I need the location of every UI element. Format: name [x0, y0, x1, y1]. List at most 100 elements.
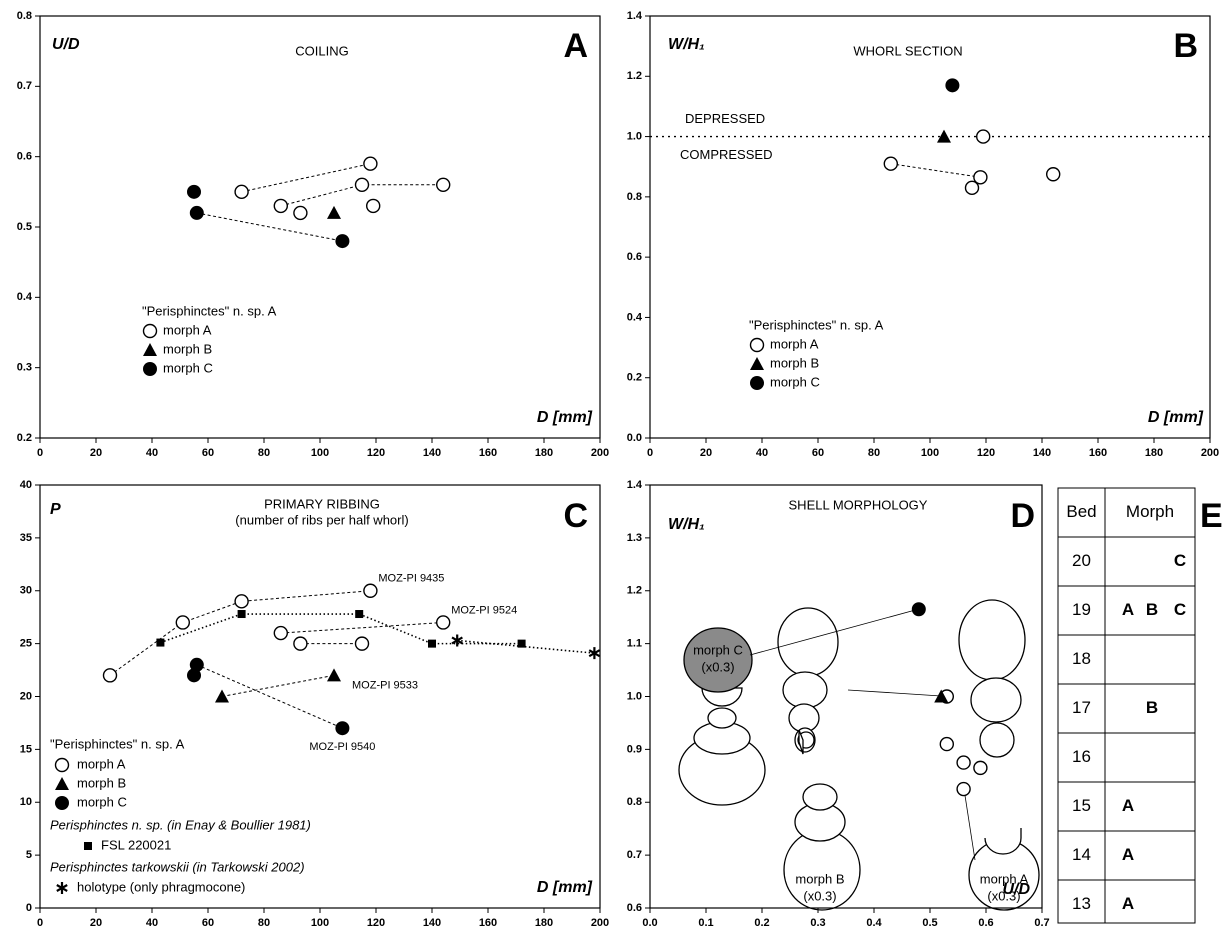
series-line: [891, 164, 1053, 178]
legend-marker: [751, 339, 764, 352]
morph-cell: B: [1146, 600, 1158, 619]
y-tick-label: 5: [26, 849, 32, 861]
drawing-label: (x0.3): [803, 888, 836, 903]
y-tick-label: 0.4: [17, 291, 33, 303]
x-axis-label: D [mm]: [1148, 409, 1204, 426]
legend-label: morph C: [77, 794, 127, 809]
legend-marker: [750, 376, 764, 390]
y-tick-label: 0.5: [17, 221, 32, 233]
x-tick-label: 0.7: [1034, 917, 1049, 929]
x-tick-label: 0: [647, 447, 653, 459]
series-line: [197, 213, 343, 241]
legend-marker: [144, 325, 157, 338]
x-tick-label: 160: [1089, 447, 1107, 459]
legend-title: Perisphinctes n. sp. (in Enay & Boullier…: [50, 817, 311, 832]
morph-cell: A: [1122, 600, 1134, 619]
y-tick-label: 1.2: [627, 585, 642, 597]
panel: 0204060801001201401601802000.20.30.40.50…: [17, 10, 609, 459]
annotation: MOZ-PI 9533: [352, 679, 418, 691]
x-tick-label: 0.0: [642, 917, 657, 929]
legend-label: morph C: [163, 360, 213, 375]
marker: [238, 610, 246, 618]
marker: [912, 602, 926, 616]
y-tick-label: 0.6: [17, 151, 32, 163]
shell-outline: [708, 708, 736, 728]
chart-title: WHORL SECTION: [853, 43, 962, 58]
panel: 0204060801001201401601802000510152025303…: [20, 479, 609, 929]
y-tick-label: 0: [26, 902, 32, 914]
marker: [356, 637, 369, 650]
legend-marker: [56, 759, 69, 772]
marker: [327, 206, 341, 219]
x-tick-label: 0: [37, 917, 43, 929]
y-tick-label: 1.4: [627, 479, 643, 491]
y-tick-label: 0.6: [627, 251, 642, 263]
y-axis-label: W/H₁: [668, 36, 705, 53]
marker: [977, 130, 990, 143]
marker: [437, 178, 450, 191]
series-line: [222, 675, 334, 696]
legend-title: "Perisphinctes" n. sp. A: [142, 303, 277, 318]
bed-number: 18: [1072, 649, 1091, 668]
y-tick-label: 0.8: [627, 191, 642, 203]
marker: [335, 234, 349, 248]
y-tick-label: 0.7: [627, 849, 642, 861]
x-tick-label: 160: [479, 447, 497, 459]
x-tick-label: 180: [535, 447, 553, 459]
legend-marker: [55, 796, 69, 810]
x-tick-label: 140: [1033, 447, 1051, 459]
legend-label: holotype (only phragmocone): [77, 879, 245, 894]
x-tick-label: 0.6: [978, 917, 993, 929]
marker: [235, 595, 248, 608]
marker: [945, 78, 959, 92]
marker: [294, 637, 307, 650]
x-tick-label: 60: [812, 447, 824, 459]
series-line: [160, 614, 521, 644]
drawing-label: (x0.3): [987, 888, 1020, 903]
legend-title: "Perisphinctes" n. sp. A: [50, 736, 185, 751]
y-tick-label: 0.2: [627, 372, 642, 384]
marker: [190, 658, 204, 672]
x-tick-label: 20: [90, 917, 102, 929]
legend-label: morph B: [77, 775, 126, 790]
y-axis-label: P: [50, 501, 61, 518]
bed-number: 15: [1072, 796, 1091, 815]
y-tick-label: 10: [20, 796, 32, 808]
marker: [437, 616, 450, 629]
drawing-label: morph C: [693, 642, 743, 657]
marker: [274, 199, 287, 212]
y-tick-label: 0.4: [627, 311, 643, 323]
connector: [848, 690, 941, 696]
shell-outline: [783, 672, 827, 708]
legend-marker: [55, 777, 69, 790]
x-tick-label: 20: [90, 447, 102, 459]
x-tick-label: 60: [202, 917, 214, 929]
legend-marker: [143, 362, 157, 376]
chart-title: PRIMARY RIBBING: [264, 496, 380, 511]
y-tick-label: 0.7: [17, 80, 32, 92]
x-tick-label: 100: [311, 447, 329, 459]
marker: [356, 178, 369, 191]
reference-label: COMPRESSED: [680, 147, 772, 162]
bed-number: 20: [1072, 551, 1091, 570]
y-tick-label: 1.0: [627, 690, 642, 702]
x-axis-label: D [mm]: [537, 879, 593, 896]
y-tick-label: 0.0: [627, 432, 642, 444]
marker: [1047, 168, 1060, 181]
legend-label: morph A: [77, 756, 126, 771]
y-tick-label: 0.3: [17, 362, 32, 374]
marker: [187, 185, 201, 199]
figure: 0204060801001201401601802000.20.30.40.50…: [0, 0, 1230, 933]
annotation: MOZ-PI 9540: [309, 741, 375, 753]
shell-outline: [985, 828, 1021, 854]
chart-title: SHELL MORPHOLOGY: [789, 497, 928, 512]
marker: [364, 584, 377, 597]
panel-label: E: [1200, 497, 1223, 535]
marker: [327, 668, 341, 681]
table-header: Morph: [1126, 502, 1174, 521]
y-tick-label: 20: [20, 690, 32, 702]
shell-outline: [778, 608, 838, 676]
x-tick-label: 0.1: [698, 917, 713, 929]
marker: [156, 639, 164, 647]
